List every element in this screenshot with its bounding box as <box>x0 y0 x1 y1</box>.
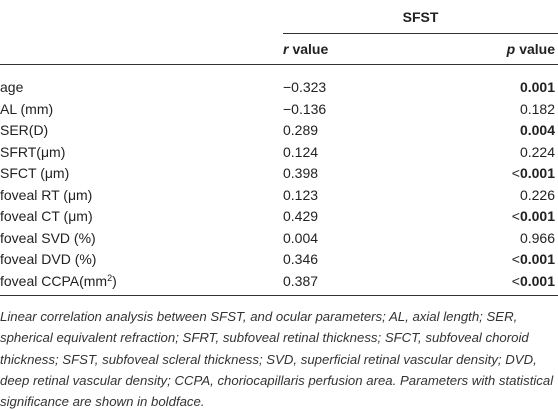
column-header: r value <box>283 40 328 58</box>
label-text: foveal RT (μm) <box>0 186 93 203</box>
column-var: p <box>506 41 516 57</box>
row-label: SER(D) <box>0 121 48 139</box>
p-number: 0.001 <box>519 79 555 95</box>
row-label: SFRT(μm) <box>0 143 65 161</box>
p-value: 0.182 <box>520 100 555 118</box>
row-label: foveal DVD (%) <box>0 250 96 268</box>
label-text: AL (mm) <box>0 100 54 117</box>
p-number: 0.001 <box>519 165 555 181</box>
label-text: SFCT (μm) <box>0 165 70 181</box>
p-value: <0.001 <box>512 164 555 182</box>
column-header: p value <box>507 40 555 58</box>
p-number: 0.001 <box>519 251 555 267</box>
p-number: 0.182 <box>519 100 555 117</box>
row-label: AL (mm) <box>0 100 53 118</box>
p-value: <0.001 <box>512 250 555 268</box>
p-number: 0.004 <box>519 122 555 138</box>
row-label: foveal CT (μm) <box>0 207 93 225</box>
label-text: SFRT(μm) <box>0 143 66 160</box>
r-value: 0.346 <box>283 251 319 267</box>
p-prefix: < <box>511 208 520 224</box>
column-var: r <box>283 41 289 57</box>
label-text: SER(D) <box>0 122 49 138</box>
r-value: 0.429 <box>283 208 319 224</box>
column-text: value <box>519 41 555 57</box>
label-text: ) <box>112 272 117 289</box>
rule <box>0 64 558 65</box>
p-prefix: < <box>511 251 520 267</box>
row-label: age <box>0 78 23 96</box>
p-prefix: < <box>511 165 520 181</box>
label-text: foveal CT (μm) <box>0 208 93 224</box>
p-value: 0.226 <box>520 186 555 204</box>
p-value: 0.966 <box>520 229 555 247</box>
r-value: 0.004 <box>283 229 319 246</box>
p-value: <0.001 <box>512 207 555 225</box>
label-text: foveal CCPA(mm <box>0 272 108 289</box>
label-text: foveal SVD (%) <box>0 229 96 246</box>
r-value: −0.136 <box>283 100 327 117</box>
r-value: 0.289 <box>283 122 319 138</box>
footnote: Linear correlation analysis between SFST… <box>0 309 554 410</box>
p-number: 0.001 <box>519 208 555 224</box>
row-label: foveal RT (μm) <box>0 186 92 204</box>
label-text: age <box>0 79 24 95</box>
column-text: value <box>292 41 329 57</box>
p-number: 0.226 <box>519 186 555 203</box>
row-label: SFCT (μm) <box>0 164 69 182</box>
p-value: 0.004 <box>520 121 555 139</box>
r-value: 0.124 <box>283 143 319 160</box>
r-value: 0.387 <box>283 272 319 289</box>
label-sup: 2 <box>107 272 113 283</box>
r-value: 0.398 <box>283 165 319 181</box>
p-value: 0.001 <box>520 78 555 96</box>
p-number: 0.966 <box>519 229 555 246</box>
p-number: 0.001 <box>519 272 555 289</box>
rule <box>283 33 558 34</box>
p-prefix: < <box>511 272 520 289</box>
row-label: foveal SVD (%) <box>0 229 96 247</box>
p-value: 0.224 <box>520 143 555 161</box>
r-value: 0.123 <box>283 186 319 203</box>
group-header: SFST <box>402 9 439 25</box>
p-value: <0.001 <box>512 272 555 290</box>
rule <box>0 295 558 296</box>
r-value: −0.323 <box>283 79 327 95</box>
p-number: 0.224 <box>519 143 555 160</box>
row-label: foveal CCPA(mm2) <box>0 272 117 290</box>
label-text: foveal DVD (%) <box>0 251 97 267</box>
